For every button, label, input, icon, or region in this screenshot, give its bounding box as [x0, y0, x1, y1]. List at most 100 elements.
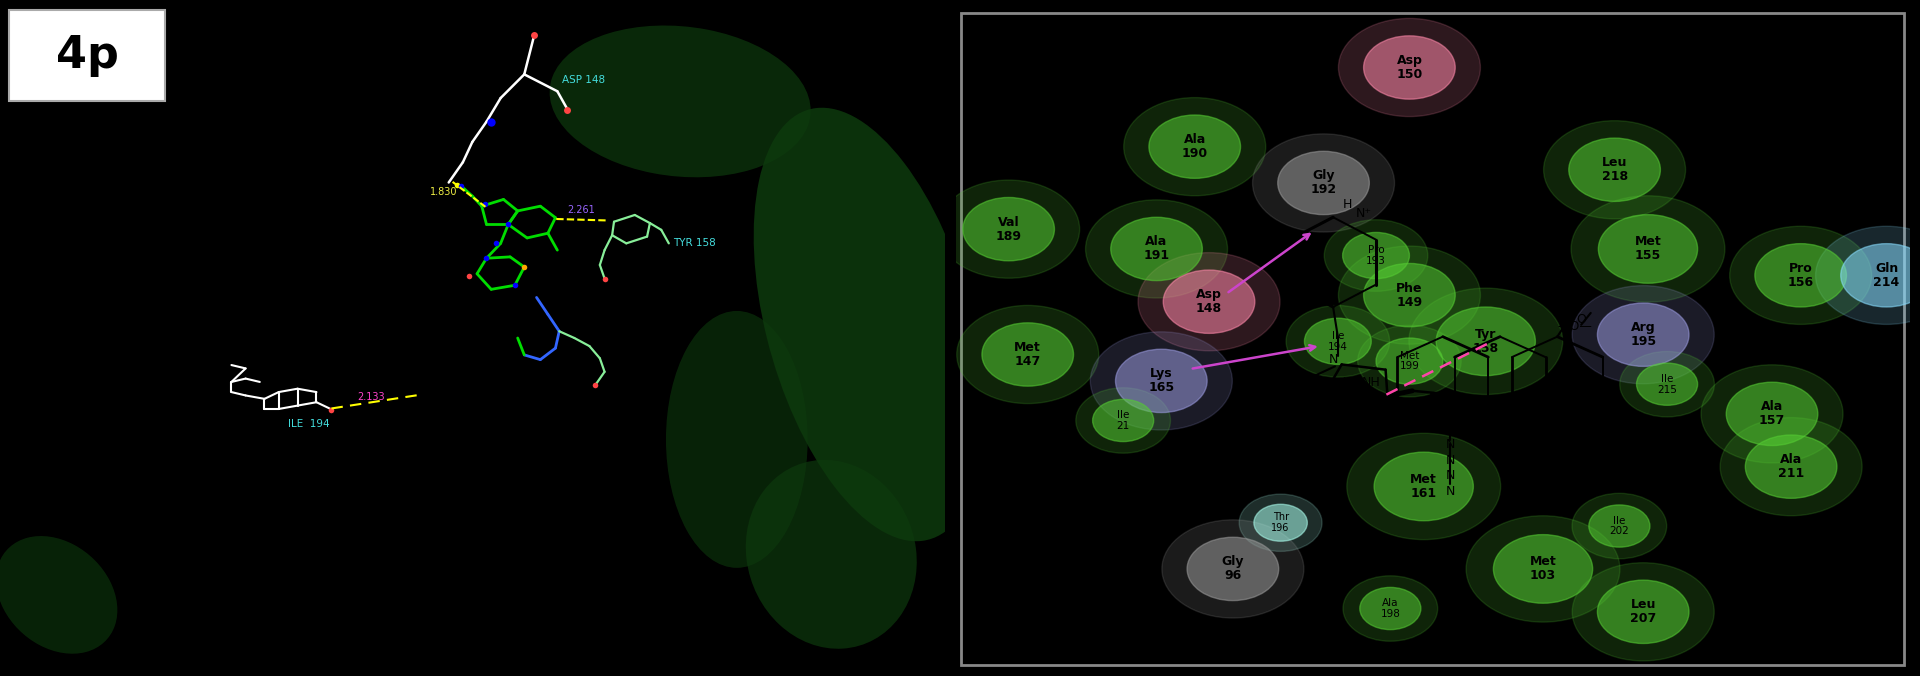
- Text: Thr
196: Thr 196: [1271, 512, 1290, 533]
- Text: S: S: [1350, 407, 1359, 421]
- Circle shape: [1467, 516, 1620, 622]
- Text: Met
103: Met 103: [1530, 556, 1557, 583]
- Text: Phe
149: Phe 149: [1396, 282, 1423, 309]
- Text: N: N: [1329, 353, 1338, 366]
- Text: Ile
215: Ile 215: [1657, 374, 1676, 395]
- Text: Val
189: Val 189: [996, 216, 1021, 243]
- Text: 1.830: 1.830: [430, 187, 457, 197]
- Text: 2.133: 2.133: [357, 392, 384, 402]
- Ellipse shape: [0, 536, 117, 654]
- Circle shape: [937, 180, 1079, 279]
- Circle shape: [1569, 138, 1661, 201]
- Circle shape: [1091, 332, 1233, 430]
- Text: O: O: [1267, 379, 1279, 393]
- Circle shape: [1325, 220, 1428, 291]
- Text: Gly
96: Gly 96: [1221, 556, 1244, 583]
- Text: Leu
218: Leu 218: [1601, 156, 1628, 183]
- Circle shape: [1254, 504, 1308, 541]
- Text: 4p: 4p: [56, 34, 119, 77]
- Circle shape: [1187, 537, 1279, 600]
- Circle shape: [1075, 388, 1171, 453]
- Text: Asp
150: Asp 150: [1396, 54, 1423, 81]
- Circle shape: [1162, 520, 1304, 618]
- Circle shape: [1701, 365, 1843, 463]
- Circle shape: [1726, 382, 1818, 445]
- Text: 2.261: 2.261: [566, 205, 595, 215]
- Text: Met
147: Met 147: [1014, 341, 1041, 368]
- Circle shape: [1636, 363, 1697, 406]
- Text: Ala
211: Ala 211: [1778, 453, 1805, 480]
- Circle shape: [1304, 318, 1371, 364]
- Text: Ile
194: Ile 194: [1329, 331, 1348, 352]
- Circle shape: [1841, 243, 1920, 307]
- Circle shape: [1816, 226, 1920, 324]
- Text: Tyr
158: Tyr 158: [1473, 328, 1500, 355]
- Text: Met
161: Met 161: [1411, 473, 1436, 500]
- Circle shape: [1590, 505, 1649, 547]
- Circle shape: [1363, 264, 1455, 327]
- Text: Leu
207: Leu 207: [1630, 598, 1657, 625]
- Circle shape: [1116, 349, 1208, 412]
- Circle shape: [1572, 562, 1715, 661]
- Circle shape: [1755, 243, 1847, 307]
- Text: Gly
192: Gly 192: [1311, 170, 1336, 197]
- Circle shape: [1571, 196, 1724, 302]
- Text: —O—: —O—: [1557, 320, 1592, 333]
- Circle shape: [981, 323, 1073, 386]
- Text: Gln
214: Gln 214: [1874, 262, 1899, 289]
- Circle shape: [1238, 494, 1323, 552]
- Circle shape: [1139, 253, 1281, 351]
- Text: N: N: [1446, 438, 1455, 452]
- Text: Lys
165: Lys 165: [1148, 367, 1175, 394]
- Circle shape: [1572, 286, 1715, 384]
- Text: N: N: [1428, 391, 1438, 404]
- Circle shape: [1377, 338, 1442, 384]
- Circle shape: [1494, 535, 1592, 603]
- Circle shape: [1597, 214, 1697, 283]
- Circle shape: [1148, 115, 1240, 178]
- Text: Asp
148: Asp 148: [1196, 288, 1223, 315]
- Text: ILE  194: ILE 194: [288, 419, 330, 429]
- FancyBboxPatch shape: [10, 10, 165, 101]
- Circle shape: [1544, 121, 1686, 219]
- Ellipse shape: [666, 311, 808, 568]
- Circle shape: [1164, 270, 1256, 333]
- Circle shape: [1597, 580, 1690, 644]
- Circle shape: [1620, 352, 1715, 417]
- Text: Ala
198: Ala 198: [1380, 598, 1400, 619]
- Circle shape: [1745, 435, 1837, 498]
- Text: Met
199: Met 199: [1400, 351, 1419, 372]
- Circle shape: [956, 306, 1098, 404]
- Circle shape: [1436, 307, 1536, 376]
- Circle shape: [1252, 134, 1394, 232]
- Text: Ala
157: Ala 157: [1759, 400, 1786, 427]
- Circle shape: [1346, 433, 1501, 539]
- Text: N: N: [1446, 468, 1455, 482]
- Circle shape: [1409, 288, 1563, 395]
- Ellipse shape: [755, 107, 985, 541]
- Ellipse shape: [549, 26, 810, 177]
- Circle shape: [962, 197, 1054, 261]
- Text: Pro
193: Pro 193: [1367, 245, 1386, 266]
- Text: N: N: [1446, 454, 1455, 466]
- Circle shape: [1359, 587, 1421, 629]
- Text: Ala
190: Ala 190: [1181, 133, 1208, 160]
- Text: Ala
191: Ala 191: [1144, 235, 1169, 262]
- Text: Ile
202: Ile 202: [1609, 516, 1630, 537]
- Circle shape: [1286, 306, 1390, 377]
- Text: O: O: [1576, 313, 1586, 326]
- Text: O: O: [1300, 385, 1309, 399]
- Text: N⁺: N⁺: [1356, 208, 1371, 220]
- Circle shape: [1342, 233, 1409, 279]
- Circle shape: [1338, 246, 1480, 344]
- Text: Ile
21: Ile 21: [1117, 410, 1129, 431]
- Circle shape: [1597, 303, 1690, 366]
- Text: Met
155: Met 155: [1634, 235, 1661, 262]
- Circle shape: [1338, 18, 1480, 116]
- Ellipse shape: [745, 460, 916, 649]
- Circle shape: [1720, 418, 1862, 516]
- Text: H: H: [1342, 197, 1352, 210]
- Circle shape: [1123, 97, 1265, 196]
- Text: ASP 148: ASP 148: [563, 75, 605, 84]
- Text: NH: NH: [1361, 377, 1380, 389]
